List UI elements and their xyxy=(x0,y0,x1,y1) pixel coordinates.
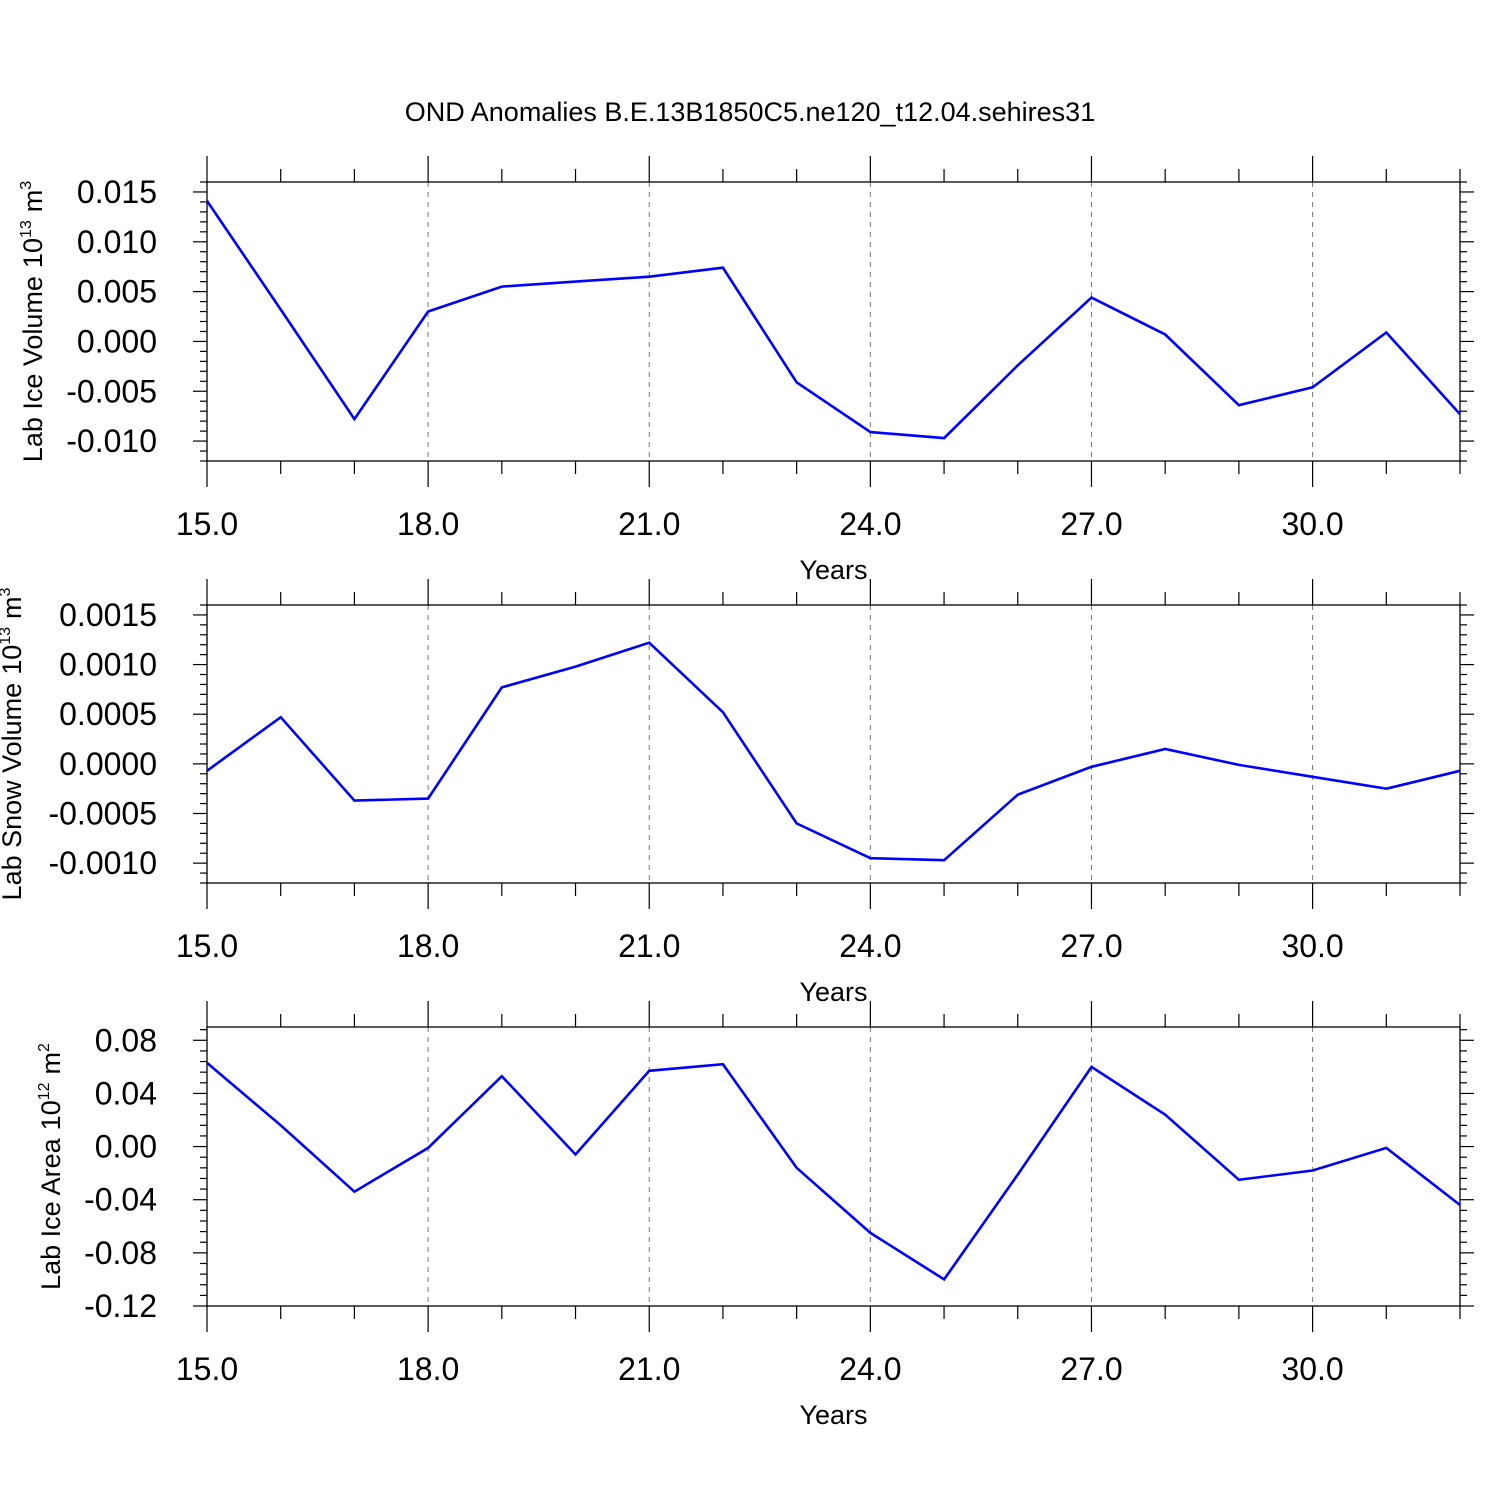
y-axis-label-unit-exponent: 2 xyxy=(36,1043,53,1052)
x-axis-label: Years xyxy=(799,555,867,585)
x-tick-label: 30.0 xyxy=(1281,928,1343,964)
y-axis-label-base: 10 xyxy=(36,1100,66,1130)
y-axis-label-text: Lab Snow Volume xyxy=(0,683,27,901)
y-axis-label-unit-exponent: 3 xyxy=(18,181,35,190)
y-tick-label: 0.0005 xyxy=(59,696,157,732)
y-tick-label: -0.12 xyxy=(84,1288,157,1324)
y-tick-label: 0.0010 xyxy=(59,647,157,683)
y-tick-label: -0.08 xyxy=(84,1235,157,1271)
x-axis-label: Years xyxy=(799,1400,867,1430)
y-tick-label: -0.04 xyxy=(84,1182,157,1218)
chart-panel-1: 15.0 18.0 21.0 24.0 27.0 30.0 Years 0.015 0.010 0… xyxy=(18,156,1474,585)
y-tick-label: 0.005 xyxy=(77,274,157,310)
y-tick-label: 0.08 xyxy=(95,1022,157,1058)
y-tick-label: -0.0005 xyxy=(48,796,157,832)
x-tick-label: 24.0 xyxy=(839,506,901,542)
x-tick-label: 15.0 xyxy=(176,928,238,964)
y-tick-label: 0.04 xyxy=(95,1075,157,1111)
plot-frame xyxy=(206,181,1461,462)
x-tick-label: 24.0 xyxy=(839,1351,901,1387)
y-axis-label-text: Lab Ice Volume xyxy=(18,276,48,462)
y-axis-label-base: 10 xyxy=(18,238,48,268)
y-tick-label: -0.005 xyxy=(66,373,157,409)
y-axis-label: Lab Ice Area 1012 m2 xyxy=(36,1043,66,1290)
y-axis-label-exponent: 12 xyxy=(36,1082,53,1100)
y-axis-label: Lab Snow Volume 1013 m3 xyxy=(0,587,27,900)
y-tick-label: 0.0015 xyxy=(59,597,157,633)
y-tick-label: -0.0010 xyxy=(48,845,157,881)
y-tick-label: 0.0000 xyxy=(59,746,157,782)
plot-frame xyxy=(206,1026,1461,1307)
y-tick-label: 0.010 xyxy=(77,224,157,260)
series-line xyxy=(206,1061,1461,1282)
y-axis-label: Lab Ice Volume 1013 m3 xyxy=(18,181,48,462)
y-axis-label-base: 10 xyxy=(0,645,27,675)
y-axis-label-unit: m xyxy=(0,596,27,619)
y-axis-label-exponent: 13 xyxy=(18,220,35,238)
x-tick-label: 21.0 xyxy=(618,928,680,964)
x-tick-label: 27.0 xyxy=(1060,1351,1122,1387)
x-tick-label: 18.0 xyxy=(397,1351,459,1387)
y-tick-label: 0.00 xyxy=(95,1129,157,1165)
series-line xyxy=(206,641,1461,862)
x-tick-label: 18.0 xyxy=(397,506,459,542)
chart-panel-3: 15.0 18.0 21.0 24.0 27.0 30.0 Years 0.08 0.04 0.0… xyxy=(36,1001,1474,1430)
x-tick-label: 21.0 xyxy=(618,506,680,542)
y-axis-label-text: Lab Ice Area xyxy=(36,1137,66,1290)
y-axis-label-exponent: 13 xyxy=(0,627,14,645)
x-tick-label: 21.0 xyxy=(618,1351,680,1387)
series-line xyxy=(205,200,1461,440)
y-tick-label: 0.000 xyxy=(77,323,157,359)
chart-panel-2: 15.0 18.0 21.0 24.0 27.0 30.0 Years 0.0015 0.001… xyxy=(0,579,1474,1007)
y-tick-label: 0.015 xyxy=(77,174,157,210)
x-tick-label: 30.0 xyxy=(1281,506,1343,542)
x-tick-label: 18.0 xyxy=(397,928,459,964)
y-axis-label-unit-exponent: 3 xyxy=(0,587,14,596)
y-axis-label-unit: m xyxy=(18,190,48,213)
x-tick-label: 27.0 xyxy=(1060,506,1122,542)
x-tick-label: 27.0 xyxy=(1060,928,1122,964)
x-tick-label: 30.0 xyxy=(1281,1351,1343,1387)
x-tick-label: 15.0 xyxy=(176,506,238,542)
y-axis-label-unit: m xyxy=(36,1052,66,1075)
x-tick-label: 15.0 xyxy=(176,1351,238,1387)
x-axis-label: Years xyxy=(799,977,867,1007)
chart-title: OND Anomalies B.E.13B1850C5.ne120_t12.04… xyxy=(405,97,1095,127)
y-tick-label: -0.010 xyxy=(66,423,157,459)
x-tick-label: 24.0 xyxy=(839,928,901,964)
